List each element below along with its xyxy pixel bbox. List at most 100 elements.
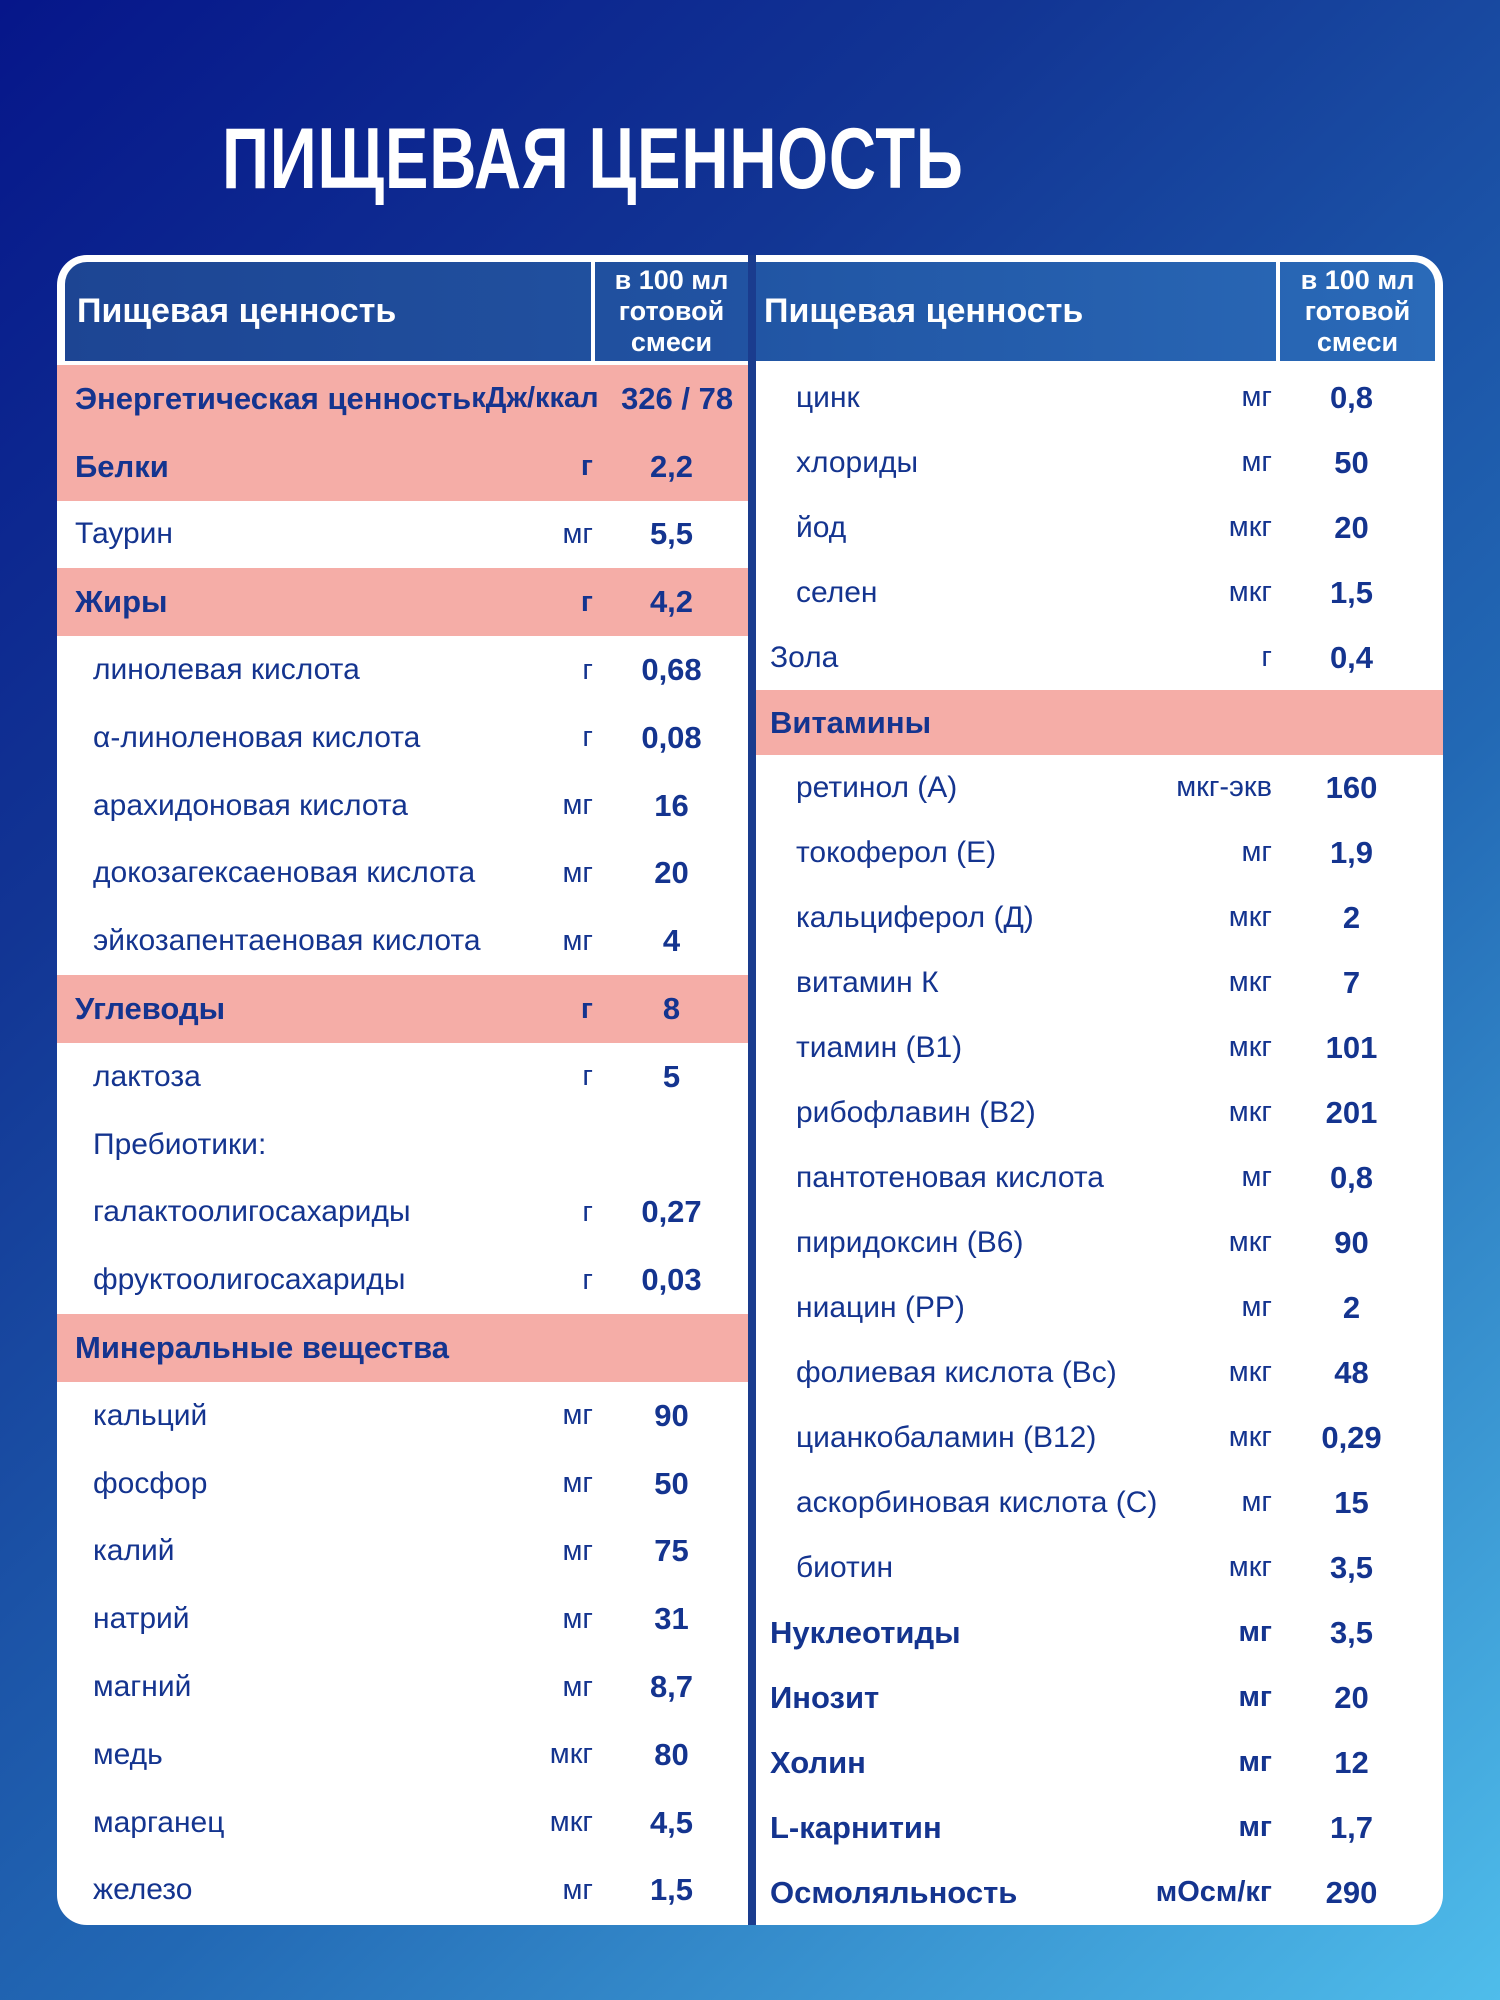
nutrient-label: Осмоляльность [770,1874,1018,1910]
table-row: цианкобаламин (В12) мкг 0,29 [756,1405,1443,1470]
nutrient-label: тиамин (В1) [796,1030,963,1064]
nutrient-unit: мг [562,1670,593,1703]
table-row: Таурин мг 5,5 [57,501,748,569]
nutrient-unit: г [580,585,593,618]
nutrient-unit: г [582,1195,593,1228]
nutrient-label: хлориды [796,445,919,479]
table-row: Нуклеотиды мг 3,5 [756,1600,1443,1665]
nutrient-label: Жиры [75,584,168,620]
nutrient-value: 4,2 [649,584,694,620]
nutrient-label: Инозит [770,1679,880,1715]
nutrient-label: магний [93,1670,192,1704]
table-row: кальциферол (Д) мкг 2 [756,885,1443,950]
nutrient-value: 2 [1342,1289,1361,1325]
nutrient-label: железо [93,1873,193,1907]
nutrient-value: 80 [654,1736,689,1772]
nutrient-unit: мг [1238,1811,1272,1843]
nutrient-label: Нуклеотиды [770,1614,961,1650]
table-row: линолевая кислота г 0,68 [57,636,748,704]
nutrient-label: Холин [770,1744,866,1780]
nutrient-label: аскорбиновая кислота (С) [796,1485,1158,1519]
nutrient-unit: г [580,450,593,483]
nutrient-unit: мг [1241,381,1272,413]
nutrient-label: галактоолигосахариды [93,1195,411,1229]
nutrient-unit: мкг [1228,1551,1272,1583]
column-header-label: Пищевая ценность [77,292,397,330]
column-header: Пищевая ценность в 100 мл готовой смеси [65,262,748,365]
nutrient-label: эйкозапентаеновая кислота [93,924,481,958]
nutrient-value: 5 [662,1058,681,1094]
nutrient-label: рибофлавин (В2) [796,1095,1036,1129]
table-row: цинк мг 0,8 [756,365,1443,430]
nutrient-unit: мг [562,1534,593,1567]
rows-container-left: Энергетическая ценность кДж/ккал 326 / 78 Б… [57,365,748,1924]
table-row: марганец мкг 4,5 [57,1789,748,1857]
nutrient-label: токоферол (Е) [796,835,997,869]
table-row: хлориды мг 50 [756,430,1443,495]
nutrient-unit: мг [1241,1161,1272,1193]
nutrient-value: 0,27 [641,1194,702,1230]
rows-container-right: цинк мг 0,8 хлориды мг 50 йод мкг 20 селен мкг 1,5 З… [756,365,1443,1925]
nutrient-value: 16 [654,787,689,823]
nutrient-unit: кДж/ккал [471,382,599,415]
nutrient-value: 8 [662,991,681,1027]
nutrient-unit: г [582,721,593,754]
table-row: витамин К мкг 7 [756,950,1443,1015]
nutrient-label: фосфор [93,1466,208,1500]
column-header-unit-label: в 100 мл готовой смеси [614,265,729,357]
nutrient-value: 2 [1342,899,1361,935]
nutrient-value: 3,5 [1329,1549,1374,1585]
nutrient-value: 1,7 [1329,1809,1374,1845]
table-row: Минеральные вещества [57,1314,748,1382]
header-separator-line [591,262,595,361]
table-row: Углеводы г 8 [57,975,748,1043]
nutrient-unit: мг [1238,1681,1272,1713]
table-row: лактоза г 5 [57,1043,748,1111]
nutrient-label: селен [796,575,878,609]
nutrient-label: линолевая кислота [93,653,360,687]
table-row: ниацин (РР) мг 2 [756,1275,1443,1340]
nutrient-unit: г [582,1263,593,1296]
table-row: пиридоксин (В6) мкг 90 [756,1210,1443,1275]
nutrient-label: арахидоновая кислота [93,788,408,822]
table-row: эйкозапентаеновая кислота мг 4 [57,907,748,975]
nutrient-value: 20 [654,855,689,891]
nutrient-unit: мг [562,517,593,550]
table-row: Холин мг 12 [756,1730,1443,1795]
column-header-label: Пищевая ценность [764,292,1084,330]
nutrient-unit: мкг [1228,576,1272,608]
nutrient-value: 31 [654,1601,689,1637]
nutrient-value: 15 [1334,1484,1369,1520]
table-row: кальций мг 90 [57,1382,748,1450]
nutrient-label: цинк [796,380,860,414]
nutrient-unit: мг [1241,836,1272,868]
nutrient-value: 90 [654,1397,689,1433]
nutrient-value: 3,5 [1329,1614,1374,1650]
column-header: Пищевая ценность в 100 мл готовой смеси [756,262,1435,365]
nutrient-unit: мкг-экв [1176,771,1272,803]
nutrient-value: 12 [1334,1744,1369,1780]
nutrient-unit: мг [562,856,593,889]
nutrition-card: Пищевая ценность в 100 мл готовой смеси … [57,255,1443,1925]
nutrient-label: Пребиотики: [93,1127,267,1161]
nutrient-value: 5,5 [649,516,694,552]
nutrient-unit: мг [562,1467,593,1500]
table-row: калий мг 75 [57,1518,748,1586]
header-separator-line [1276,262,1280,361]
nutrient-label: медь [93,1737,163,1771]
table-row: Энергетическая ценность кДж/ккал 326 / 78 [57,365,748,433]
table-row: Осмоляльность мОсм/кг 290 [756,1860,1443,1925]
nutrient-unit: мг [562,924,593,957]
nutrient-label: Зола [770,640,839,674]
nutrient-label: витамин К [796,965,939,999]
table-row: рибофлавин (В2) мкг 201 [756,1080,1443,1145]
nutrient-unit: г [582,653,593,686]
nutrient-label: Энергетическая ценность [75,380,472,416]
nutrient-unit: мкг [1228,1421,1272,1453]
nutrient-unit: мкг [1228,901,1272,933]
nutrient-unit: мкг [549,1738,593,1771]
table-row: фруктоолигосахариды г 0,03 [57,1246,748,1314]
page-title: ПИЩЕВАЯ ЦЕННОСТЬ [222,111,964,207]
nutrient-unit: мОсм/кг [1155,1876,1272,1908]
nutrient-value: 0,8 [1329,1159,1374,1195]
